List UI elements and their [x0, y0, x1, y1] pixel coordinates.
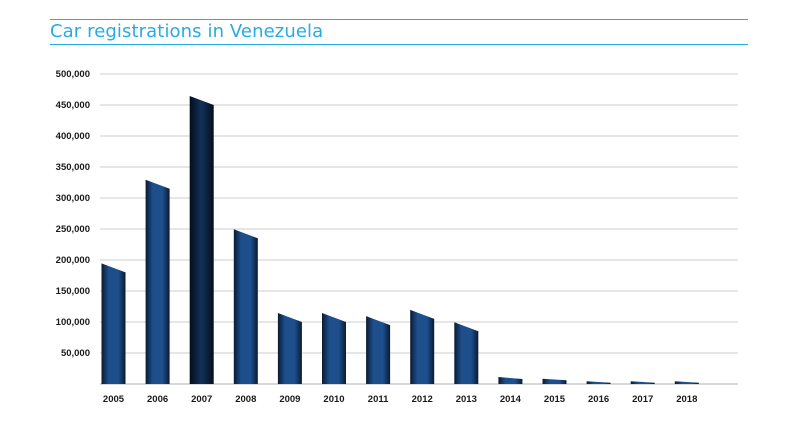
x-tick-label: 2017 [632, 394, 653, 405]
y-tick-label: 150,000 [56, 286, 90, 297]
x-tick-label: 2010 [323, 394, 344, 405]
bar-2012 [410, 309, 435, 384]
bar-2017 [630, 381, 655, 384]
y-tick-label: 200,000 [56, 255, 90, 266]
x-tick-label: 2013 [456, 394, 477, 405]
x-tick-label: 2015 [544, 394, 566, 405]
y-tick-label: 50,000 [61, 348, 90, 359]
page-title: Car registrations in Venezuela [50, 21, 324, 42]
bar-2006 [145, 179, 170, 384]
x-tick-label: 2005 [103, 394, 125, 405]
bar-2008 [233, 229, 258, 384]
title-top-rule [50, 19, 748, 20]
x-tick-label: 2009 [279, 394, 300, 405]
y-tick-label: 100,000 [56, 317, 90, 328]
x-tick-label: 2008 [235, 394, 256, 405]
x-tick-label: 2006 [147, 394, 168, 405]
x-tick-label: 2011 [368, 394, 389, 405]
bar-2009 [277, 313, 302, 384]
bar-2005 [101, 263, 126, 384]
title-bottom-rule [50, 44, 748, 45]
y-tick-label: 250,000 [56, 224, 90, 235]
bar-2016 [586, 381, 611, 384]
bar-2010 [322, 313, 346, 384]
bar-2007 [189, 96, 214, 384]
x-tick-label: 2014 [500, 394, 522, 405]
bar-2015 [542, 378, 567, 384]
bar-2013 [454, 322, 479, 384]
bar-2018 [674, 381, 699, 384]
y-tick-label: 400,000 [56, 131, 90, 142]
bar-2011 [366, 316, 391, 384]
x-tick-label: 2012 [412, 394, 433, 405]
x-tick-label: 2016 [588, 394, 609, 405]
x-tick-label: 2007 [191, 394, 212, 405]
y-tick-label: 300,000 [56, 193, 90, 204]
y-tick-label: 350,000 [56, 162, 90, 173]
bar-2014 [498, 377, 523, 384]
x-tick-label: 2018 [676, 394, 697, 405]
y-tick-label: 500,000 [56, 69, 90, 80]
y-tick-label: 450,000 [56, 100, 90, 111]
